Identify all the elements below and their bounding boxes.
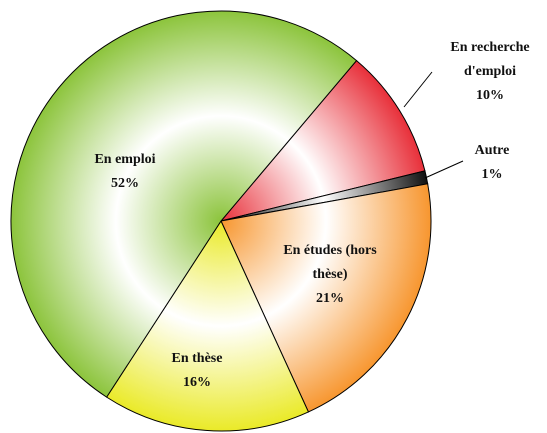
slice-label: En recherche d'emploi 10% <box>435 36 545 108</box>
value-label: 21% <box>316 291 344 306</box>
value-label: 16% <box>183 375 211 390</box>
value-label: 1% <box>481 167 503 182</box>
category-label: En recherche d'emploi <box>450 40 530 79</box>
slice-label: En thèse 16% <box>147 347 247 395</box>
category-label: En emploi <box>94 152 156 167</box>
pie-slice <box>105 219 310 432</box>
slice-label: En études (hors thèse) 21% <box>265 239 395 311</box>
category-label: En thèse <box>171 351 223 366</box>
slice-label: Autre 1% <box>462 139 522 187</box>
pie-slice <box>220 183 432 413</box>
slice-label: En emploi 52% <box>75 148 175 196</box>
value-label: 52% <box>111 176 139 191</box>
pie-slice <box>219 59 426 222</box>
value-label: 10% <box>476 88 504 103</box>
pie-slice <box>10 10 358 398</box>
category-label: Autre <box>474 143 510 158</box>
leader-line <box>424 160 464 179</box>
leader-line <box>403 71 433 108</box>
category-label: En études (hors thèse) <box>283 243 377 282</box>
